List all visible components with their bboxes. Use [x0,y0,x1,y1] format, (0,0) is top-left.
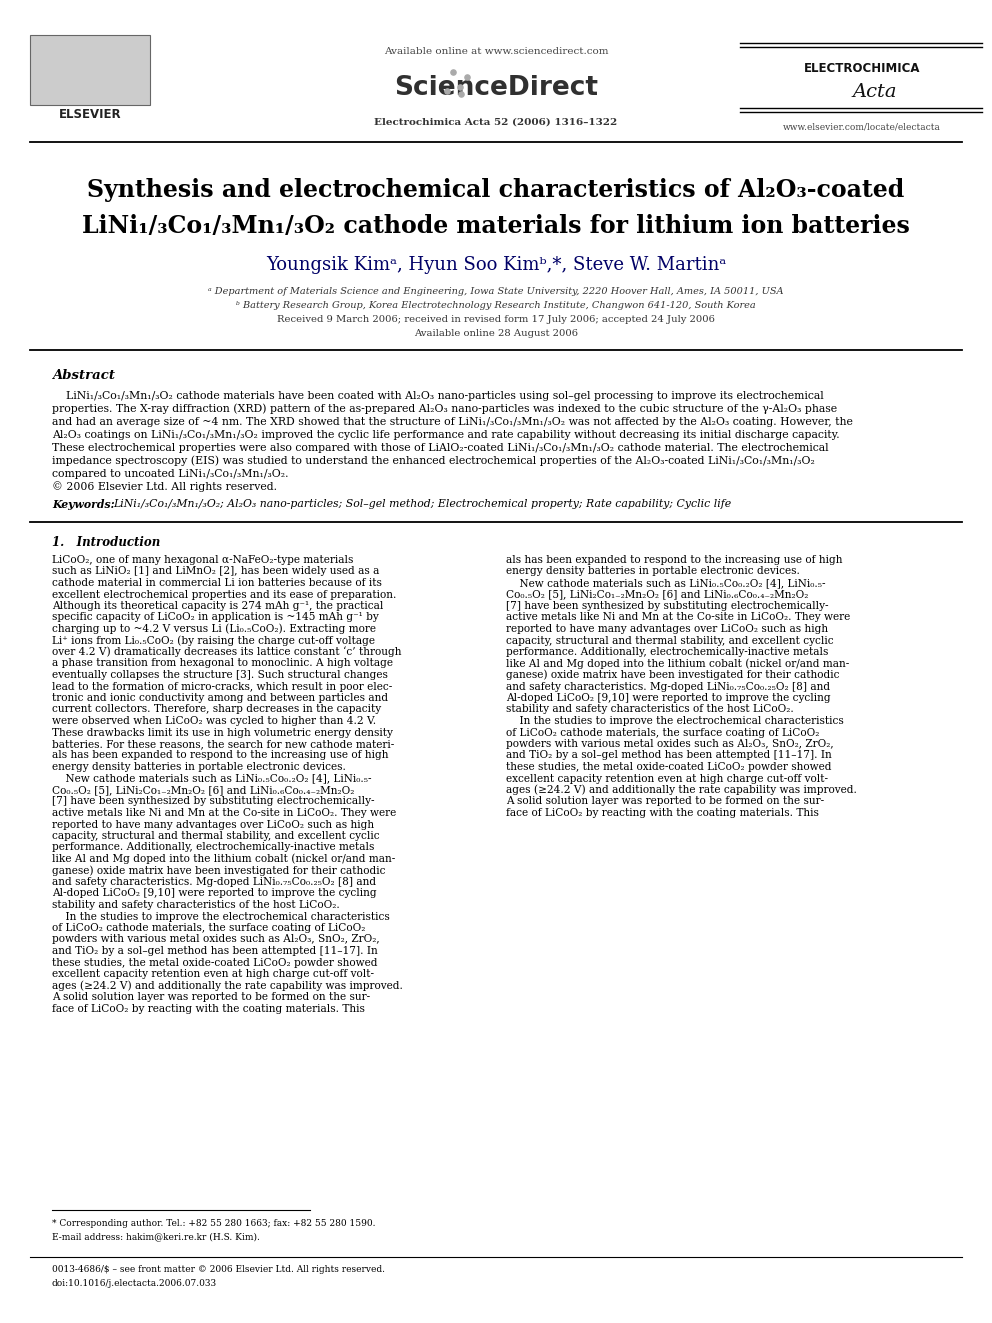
Text: reported to have many advantages over LiCoO₂ such as high: reported to have many advantages over Li… [506,624,828,634]
Text: eventually collapses the structure [3]. Such structural changes: eventually collapses the structure [3]. … [52,669,388,680]
Text: ᵃ Department of Materials Science and Engineering, Iowa State University, 2220 H: ᵃ Department of Materials Science and En… [208,287,784,296]
Text: performance. Additionally, electrochemically-inactive metals: performance. Additionally, electrochemic… [506,647,828,658]
Text: face of LiCoO₂ by reacting with the coating materials. This: face of LiCoO₂ by reacting with the coat… [506,808,818,818]
Text: LiNi₁/₃Co₁/₃Mn₁/₃O₂; Al₂O₃ nano-particles; Sol–gel method; Electrochemical prope: LiNi₁/₃Co₁/₃Mn₁/₃O₂; Al₂O₃ nano-particle… [113,499,731,509]
Point [445,61,461,82]
Text: active metals like Ni and Mn at the Co-site in LiCoO₂. They were: active metals like Ni and Mn at the Co-s… [506,613,850,623]
Text: ages (≥24.2 V) and additionally the rate capability was improved.: ages (≥24.2 V) and additionally the rate… [506,785,857,795]
Text: cathode material in commercial Li ion batteries because of its: cathode material in commercial Li ion ba… [52,578,382,587]
Text: New cathode materials such as LiNi₀.₅Co₀.₂O₂ [4], LiNi₀.₅-: New cathode materials such as LiNi₀.₅Co₀… [52,774,371,783]
Text: ELSEVIER: ELSEVIER [59,108,121,122]
Text: In the studies to improve the electrochemical characteristics: In the studies to improve the electroche… [506,716,844,726]
Text: and safety characteristics. Mg-doped LiNi₀.₇₅Co₀.₂₅O₂ [8] and: and safety characteristics. Mg-doped LiN… [506,681,830,692]
Text: properties. The X-ray diffraction (XRD) pattern of the as-prepared Al₂O₃ nano-pa: properties. The X-ray diffraction (XRD) … [52,404,837,414]
Text: LiCoO₂, one of many hexagonal α-NaFeO₂-type materials: LiCoO₂, one of many hexagonal α-NaFeO₂-t… [52,556,353,565]
Text: Co₀.₅O₂ [5], LiNi₂Co₁₋₂Mn₂O₂ [6] and LiNi₀.₆Co₀.₄₋₂Mn₂O₂: Co₀.₅O₂ [5], LiNi₂Co₁₋₂Mn₂O₂ [6] and LiN… [52,785,354,795]
Text: batteries. For these reasons, the search for new cathode materi-: batteries. For these reasons, the search… [52,740,394,749]
Text: current collectors. Therefore, sharp decreases in the capacity: current collectors. Therefore, sharp dec… [52,705,381,714]
Text: A solid solution layer was reported to be formed on the sur-: A solid solution layer was reported to b… [52,992,370,1002]
Text: * Corresponding author. Tel.: +82 55 280 1663; fax: +82 55 280 1590.: * Corresponding author. Tel.: +82 55 280… [52,1220,376,1229]
Text: A solid solution layer was reported to be formed on the sur-: A solid solution layer was reported to b… [506,796,824,807]
Text: Acta: Acta [853,83,897,101]
Text: and had an average size of ~4 nm. The XRD showed that the structure of LiNi₁/₃Co: and had an average size of ~4 nm. The XR… [52,417,853,427]
Text: and safety characteristics. Mg-doped LiNi₀.₇₅Co₀.₂₅O₂ [8] and: and safety characteristics. Mg-doped LiN… [52,877,376,886]
Text: Electrochimica Acta 52 (2006) 1316–1322: Electrochimica Acta 52 (2006) 1316–1322 [374,118,618,127]
Text: Al-doped LiCoO₂ [9,10] were reported to improve the cycling: Al-doped LiCoO₂ [9,10] were reported to … [506,693,830,703]
Text: excellent capacity retention even at high charge cut-off volt-: excellent capacity retention even at hig… [506,774,828,783]
Text: energy density batteries in portable electronic devices.: energy density batteries in portable ele… [52,762,346,773]
Text: powders with various metal oxides such as Al₂O₃, SnO₂, ZrO₂,: powders with various metal oxides such a… [506,740,833,749]
Text: and TiO₂ by a sol–gel method has been attempted [11–17]. In: and TiO₂ by a sol–gel method has been at… [506,750,831,761]
Text: like Al and Mg doped into the lithium cobalt (nickel or/and man-: like Al and Mg doped into the lithium co… [506,659,849,669]
Text: and TiO₂ by a sol–gel method has been attempted [11–17]. In: and TiO₂ by a sol–gel method has been at… [52,946,378,957]
Text: als has been expanded to respond to the increasing use of high: als has been expanded to respond to the … [52,750,389,761]
Text: Keywords:: Keywords: [52,499,118,509]
Text: Co₀.₅O₂ [5], LiNi₂Co₁₋₂Mn₂O₂ [6] and LiNi₀.₆Co₀.₄₋₂Mn₂O₂: Co₀.₅O₂ [5], LiNi₂Co₁₋₂Mn₂O₂ [6] and LiN… [506,590,808,599]
Text: energy density batteries in portable electronic devices.: energy density batteries in portable ele… [506,566,800,577]
Text: These electrochemical properties were also compared with those of LiAlO₂-coated : These electrochemical properties were al… [52,443,828,452]
Text: ganese) oxide matrix have been investigated for their cathodic: ganese) oxide matrix have been investiga… [506,669,839,680]
Text: Li⁺ ions from Li₀.₅CoO₂ (by raising the charge cut-off voltage: Li⁺ ions from Li₀.₅CoO₂ (by raising the … [52,635,375,646]
Text: capacity, structural and thermal stability, and excellent cyclic: capacity, structural and thermal stabili… [506,635,833,646]
Text: These drawbacks limit its use in high volumetric energy density: These drawbacks limit its use in high vo… [52,728,393,737]
Text: New cathode materials such as LiNi₀.₅Co₀.₂O₂ [4], LiNi₀.₅-: New cathode materials such as LiNi₀.₅Co₀… [506,578,825,587]
Text: these studies, the metal oxide-coated LiCoO₂ powder showed: these studies, the metal oxide-coated Li… [52,958,378,967]
Text: 1.   Introduction: 1. Introduction [52,536,161,549]
Text: www.elsevier.com/locate/electacta: www.elsevier.com/locate/electacta [783,123,941,131]
Text: excellent capacity retention even at high charge cut-off volt-: excellent capacity retention even at hig… [52,968,374,979]
Text: over 4.2 V) dramatically decreases its lattice constant ‘c’ through: over 4.2 V) dramatically decreases its l… [52,647,402,658]
Text: stability and safety characteristics of the host LiCoO₂.: stability and safety characteristics of … [52,900,339,910]
Text: these studies, the metal oxide-coated LiCoO₂ powder showed: these studies, the metal oxide-coated Li… [506,762,831,773]
Text: impedance spectroscopy (EIS) was studied to understand the enhanced electrochemi: impedance spectroscopy (EIS) was studied… [52,455,814,466]
Text: als has been expanded to respond to the increasing use of high: als has been expanded to respond to the … [506,556,842,565]
Text: face of LiCoO₂ by reacting with the coating materials. This: face of LiCoO₂ by reacting with the coat… [52,1004,365,1013]
Point [439,81,455,102]
Text: LiNi₁/₃Co₁/₃Mn₁/₃O₂ cathode materials have been coated with Al₂O₃ nano-particles: LiNi₁/₃Co₁/₃Mn₁/₃O₂ cathode materials ha… [52,392,823,401]
Text: compared to uncoated LiNi₁/₃Co₁/₃Mn₁/₃O₂.: compared to uncoated LiNi₁/₃Co₁/₃Mn₁/₃O₂… [52,468,289,479]
Text: specific capacity of LiCoO₂ in application is ~145 mAh g⁻¹ by: specific capacity of LiCoO₂ in applicati… [52,613,379,623]
Text: Available online 28 August 2006: Available online 28 August 2006 [414,329,578,339]
Text: Abstract: Abstract [52,369,115,382]
Text: [7] have been synthesized by substituting electrochemically-: [7] have been synthesized by substitutin… [506,601,828,611]
Text: tronic and ionic conductivity among and between particles and: tronic and ionic conductivity among and … [52,693,388,703]
Text: performance. Additionally, electrochemically-inactive metals: performance. Additionally, electrochemic… [52,843,374,852]
Text: E-mail address: hakim@keri.re.kr (H.S. Kim).: E-mail address: hakim@keri.re.kr (H.S. K… [52,1233,260,1241]
Text: In the studies to improve the electrochemical characteristics: In the studies to improve the electroche… [52,912,390,922]
Text: a phase transition from hexagonal to monoclinic. A high voltage: a phase transition from hexagonal to mon… [52,659,393,668]
Text: ages (≥24.2 V) and additionally the rate capability was improved.: ages (≥24.2 V) and additionally the rate… [52,980,403,991]
Text: charging up to ~4.2 V versus Li (Li₀.₅CoO₂). Extracting more: charging up to ~4.2 V versus Li (Li₀.₅Co… [52,623,376,634]
Text: reported to have many advantages over LiCoO₂ such as high: reported to have many advantages over Li… [52,819,374,830]
Text: Although its theoretical capacity is 274 mAh g⁻¹, the practical: Although its theoretical capacity is 274… [52,601,383,611]
Bar [30,34,150,105]
Text: Al-doped LiCoO₂ [9,10] were reported to improve the cycling: Al-doped LiCoO₂ [9,10] were reported to … [52,889,377,898]
Text: active metals like Ni and Mn at the Co-site in LiCoO₂. They were: active metals like Ni and Mn at the Co-s… [52,808,396,818]
Point [453,83,469,105]
Text: of LiCoO₂ cathode materials, the surface coating of LiCoO₂: of LiCoO₂ cathode materials, the surface… [52,923,365,933]
Text: capacity, structural and thermal stability, and excellent cyclic: capacity, structural and thermal stabili… [52,831,380,841]
Text: lead to the formation of micro-cracks, which result in poor elec-: lead to the formation of micro-cracks, w… [52,681,392,692]
Text: excellent electrochemical properties and its ease of preparation.: excellent electrochemical properties and… [52,590,397,599]
Text: ELECTROCHIMICA: ELECTROCHIMICA [804,61,921,74]
Text: Youngsik Kimᵃ, Hyun Soo Kimᵇ,*, Steve W. Martinᵃ: Youngsik Kimᵃ, Hyun Soo Kimᵇ,*, Steve W.… [266,255,726,274]
Text: ganese) oxide matrix have been investigated for their cathodic: ganese) oxide matrix have been investiga… [52,865,386,876]
Text: Synthesis and electrochemical characteristics of Al₂O₃-coated: Synthesis and electrochemical characteri… [87,179,905,202]
Text: Received 9 March 2006; received in revised form 17 July 2006; accepted 24 July 2: Received 9 March 2006; received in revis… [277,315,715,324]
Text: powders with various metal oxides such as Al₂O₃, SnO₂, ZrO₂,: powders with various metal oxides such a… [52,934,380,945]
Text: of LiCoO₂ cathode materials, the surface coating of LiCoO₂: of LiCoO₂ cathode materials, the surface… [506,728,819,737]
Point [459,66,475,87]
Text: ScienceDirect: ScienceDirect [394,75,598,101]
Text: Available online at www.sciencedirect.com: Available online at www.sciencedirect.co… [384,48,608,57]
Point [452,77,468,98]
Text: [7] have been synthesized by substituting electrochemically-: [7] have been synthesized by substitutin… [52,796,375,807]
Text: were observed when LiCoO₂ was cycled to higher than 4.2 V.: were observed when LiCoO₂ was cycled to … [52,716,376,726]
Text: © 2006 Elsevier Ltd. All rights reserved.: © 2006 Elsevier Ltd. All rights reserved… [52,482,277,492]
Text: like Al and Mg doped into the lithium cobalt (nickel or/and man-: like Al and Mg doped into the lithium co… [52,853,395,864]
Text: 0013-4686/$ – see front matter © 2006 Elsevier Ltd. All rights reserved.: 0013-4686/$ – see front matter © 2006 El… [52,1266,385,1274]
Text: doi:10.1016/j.electacta.2006.07.033: doi:10.1016/j.electacta.2006.07.033 [52,1278,217,1287]
Text: stability and safety characteristics of the host LiCoO₂.: stability and safety characteristics of … [506,705,794,714]
Text: ᵇ Battery Research Group, Korea Electrotechnology Research Institute, Changwon 6: ᵇ Battery Research Group, Korea Electrot… [236,302,756,311]
Text: such as LiNiO₂ [1] and LiMnO₂ [2], has been widely used as a: such as LiNiO₂ [1] and LiMnO₂ [2], has b… [52,566,379,577]
Text: Al₂O₃ coatings on LiNi₁/₃Co₁/₃Mn₁/₃O₂ improved the cyclic life performance and r: Al₂O₃ coatings on LiNi₁/₃Co₁/₃Mn₁/₃O₂ im… [52,430,839,441]
Text: LiNi₁/₃Co₁/₃Mn₁/₃O₂ cathode materials for lithium ion batteries: LiNi₁/₃Co₁/₃Mn₁/₃O₂ cathode materials fo… [82,214,910,238]
